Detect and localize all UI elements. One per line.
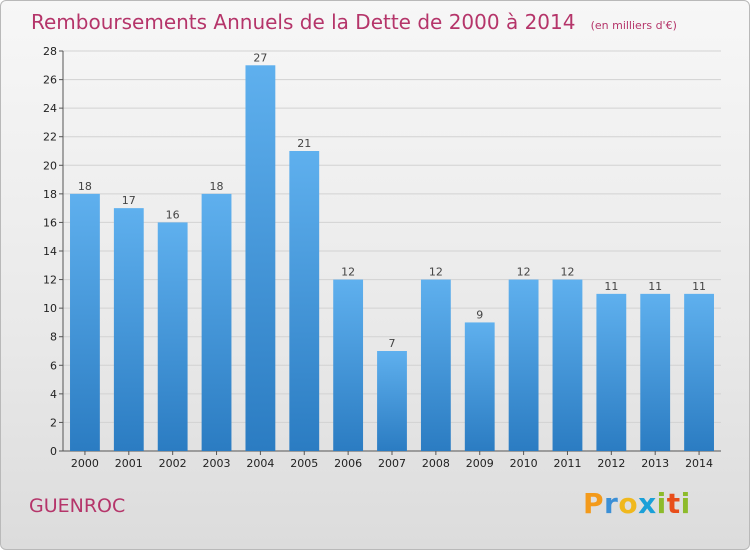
bar-2006 xyxy=(333,279,364,451)
value-label: 17 xyxy=(122,194,136,207)
value-label: 21 xyxy=(297,137,311,150)
value-label: 12 xyxy=(517,266,531,279)
bar-2009 xyxy=(464,322,495,451)
y-tick-label: 16 xyxy=(43,216,57,229)
bar-2013 xyxy=(640,293,671,451)
x-tick-label: 2003 xyxy=(203,457,231,470)
x-tick-label: 2006 xyxy=(334,457,362,470)
y-tick-label: 14 xyxy=(43,245,57,258)
value-label: 9 xyxy=(476,308,483,321)
x-tick-label: 2011 xyxy=(553,457,581,470)
y-tick-label: 18 xyxy=(43,188,57,201)
value-label: 11 xyxy=(604,280,618,293)
value-label: 12 xyxy=(560,266,574,279)
x-tick-label: 2005 xyxy=(290,457,318,470)
value-label: 18 xyxy=(210,180,224,193)
y-tick-label: 26 xyxy=(43,74,57,87)
bar-2011 xyxy=(552,279,583,451)
x-tick-label: 2001 xyxy=(115,457,143,470)
bar-2008 xyxy=(420,279,451,451)
value-label: 18 xyxy=(78,180,92,193)
value-label: 16 xyxy=(166,208,180,221)
x-tick-label: 2013 xyxy=(641,457,669,470)
value-label: 11 xyxy=(648,280,662,293)
bar-2000 xyxy=(70,193,100,451)
chart-title: Remboursements Annuels de la Dette de 20… xyxy=(31,10,677,34)
y-tick-label: 6 xyxy=(50,359,57,372)
x-tick-label: 2007 xyxy=(378,457,406,470)
bar-2005 xyxy=(289,151,320,451)
commune-name: GUENROC xyxy=(29,495,126,517)
bar-2004 xyxy=(245,65,276,452)
bar-2014 xyxy=(684,293,714,451)
x-tick-label: 2008 xyxy=(422,457,450,470)
x-tick-label: 2014 xyxy=(685,457,713,470)
y-tick-label: 8 xyxy=(50,331,57,344)
y-tick-label: 4 xyxy=(50,388,57,401)
bar-2003 xyxy=(201,193,232,451)
value-label: 12 xyxy=(429,266,443,279)
bar-2002 xyxy=(157,222,188,451)
x-tick-label: 2010 xyxy=(510,457,538,470)
value-label: 27 xyxy=(253,51,267,64)
y-tick-label: 2 xyxy=(50,416,57,429)
proxiti-logo: Proxiti xyxy=(583,487,691,520)
y-tick-label: 24 xyxy=(43,102,57,115)
y-tick-label: 12 xyxy=(43,274,57,287)
x-tick-label: 2002 xyxy=(159,457,187,470)
y-tick-label: 28 xyxy=(43,45,57,58)
y-tick-label: 20 xyxy=(43,159,57,172)
y-tick-label: 10 xyxy=(43,302,57,315)
value-label: 11 xyxy=(692,280,706,293)
y-tick-label: 0 xyxy=(50,445,57,458)
x-tick-label: 2012 xyxy=(597,457,625,470)
bar-2001 xyxy=(113,208,144,451)
x-tick-label: 2009 xyxy=(466,457,494,470)
y-tick-label: 22 xyxy=(43,131,57,144)
value-label: 12 xyxy=(341,266,355,279)
value-label: 7 xyxy=(389,337,396,350)
x-tick-label: 2000 xyxy=(71,457,99,470)
x-tick-label: 2004 xyxy=(246,457,274,470)
bar-2007 xyxy=(377,351,407,451)
bar-2010 xyxy=(508,279,539,451)
bar-2012 xyxy=(596,293,627,451)
